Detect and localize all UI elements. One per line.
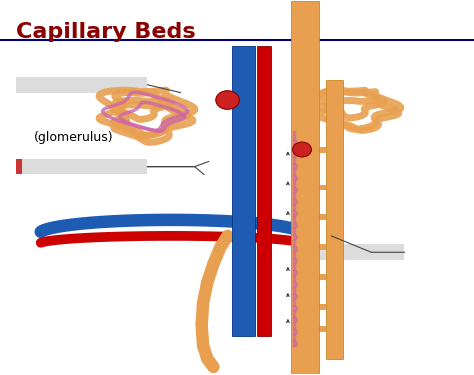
Circle shape: [292, 142, 311, 157]
FancyBboxPatch shape: [16, 159, 22, 174]
Text: (glomerulus): (glomerulus): [35, 131, 114, 144]
Circle shape: [216, 91, 239, 110]
FancyBboxPatch shape: [301, 244, 404, 260]
FancyBboxPatch shape: [296, 274, 326, 280]
FancyBboxPatch shape: [296, 214, 326, 220]
FancyBboxPatch shape: [296, 184, 326, 190]
FancyBboxPatch shape: [296, 304, 326, 310]
FancyBboxPatch shape: [326, 80, 344, 359]
FancyBboxPatch shape: [16, 159, 147, 174]
FancyBboxPatch shape: [257, 46, 271, 336]
FancyBboxPatch shape: [232, 46, 255, 336]
FancyBboxPatch shape: [291, 2, 319, 374]
FancyBboxPatch shape: [296, 147, 326, 153]
FancyBboxPatch shape: [296, 244, 326, 250]
FancyBboxPatch shape: [16, 77, 147, 93]
Text: Capillary Beds: Capillary Beds: [16, 22, 195, 42]
FancyBboxPatch shape: [296, 326, 326, 332]
